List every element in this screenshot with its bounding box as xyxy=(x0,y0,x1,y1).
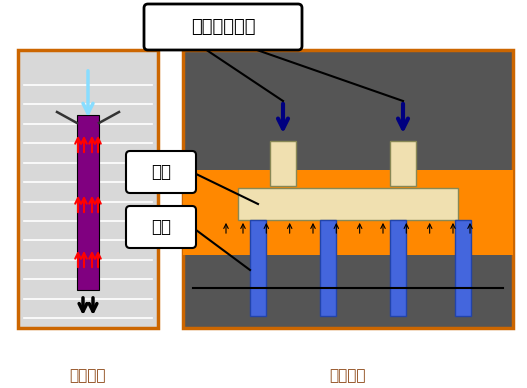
Bar xyxy=(270,141,296,186)
Text: 基桔: 基桔 xyxy=(151,218,171,236)
FancyBboxPatch shape xyxy=(144,4,302,50)
FancyBboxPatch shape xyxy=(126,151,196,193)
FancyBboxPatch shape xyxy=(126,206,196,248)
Bar xyxy=(238,188,458,220)
Text: 承台: 承台 xyxy=(151,163,171,181)
Text: 群桔基础: 群桔基础 xyxy=(330,369,366,383)
Bar xyxy=(455,220,471,316)
Bar xyxy=(77,115,99,290)
Bar xyxy=(390,220,406,316)
Bar xyxy=(183,50,513,328)
Text: 单桔基础: 单桔基础 xyxy=(70,369,106,383)
Bar xyxy=(250,220,266,316)
Bar xyxy=(18,50,158,328)
Bar xyxy=(390,141,416,186)
Text: 上部结构荷载: 上部结构荷载 xyxy=(191,18,255,36)
Bar xyxy=(320,220,336,316)
Bar xyxy=(183,170,513,255)
